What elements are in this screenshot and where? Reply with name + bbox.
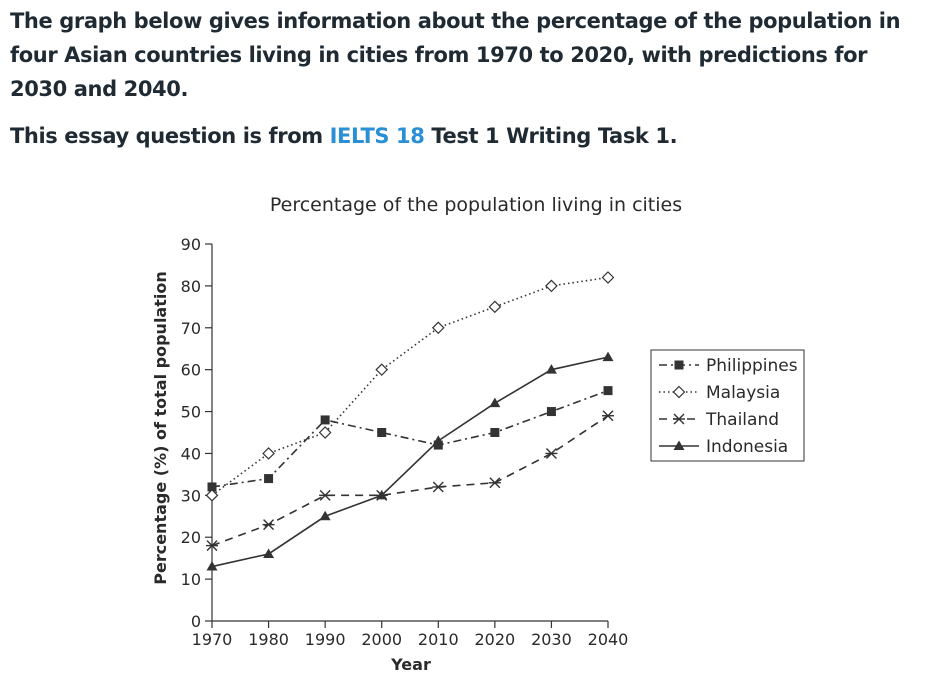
data-point-thailand xyxy=(262,519,275,531)
x-tick-label: 2010 xyxy=(418,630,459,649)
series-line-indonesia xyxy=(211,356,609,568)
data-point-malaysia xyxy=(318,426,332,439)
x-tick-label: 2000 xyxy=(361,630,402,649)
data-point-indonesia xyxy=(376,489,388,500)
y-tick-label: 40 xyxy=(181,444,201,463)
data-point-thailand xyxy=(545,447,558,459)
legend-label: Indonesia xyxy=(706,437,788,457)
x-tick-label: 2020 xyxy=(474,630,515,649)
legend-label: Thailand xyxy=(705,410,779,430)
legend-marker xyxy=(674,360,684,370)
data-point-philippines xyxy=(603,386,613,396)
data-point-malaysia xyxy=(488,300,502,314)
data-point-malaysia xyxy=(601,271,615,284)
data-point-indonesia xyxy=(545,364,557,374)
series-thailand xyxy=(206,410,614,552)
legend-item-indonesia: Indonesia xyxy=(659,437,788,457)
legend-marker xyxy=(673,440,685,450)
y-tick-label: 0 xyxy=(191,612,201,631)
legend-label: Philippines xyxy=(706,356,798,376)
series-line-thailand xyxy=(211,415,609,547)
chart-title: Percentage of the population living in c… xyxy=(270,194,682,216)
source-prefix: This essay question is from xyxy=(10,124,330,148)
y-tick-label: 50 xyxy=(181,403,201,422)
ielts-18-link[interactable]: IELTS 18 xyxy=(329,124,425,148)
y-tick-label: 90 xyxy=(181,235,201,254)
data-point-philippines xyxy=(320,415,330,425)
question-text: The graph below gives information about … xyxy=(10,9,901,101)
data-point-malaysia xyxy=(545,279,558,293)
data-point-indonesia xyxy=(432,435,444,445)
data-point-indonesia xyxy=(602,351,614,362)
source-suffix: Test 1 Writing Task 1. xyxy=(424,124,678,148)
legend-marker xyxy=(673,413,685,425)
data-point-philippines xyxy=(207,482,217,492)
data-point-philippines xyxy=(264,474,274,484)
data-point-philippines xyxy=(377,428,387,437)
legend-item-malaysia: Malaysia xyxy=(659,383,780,403)
data-point-thailand xyxy=(602,410,614,422)
data-point-thailand xyxy=(488,477,501,489)
x-tick-label: 2030 xyxy=(531,630,572,649)
data-point-thailand xyxy=(206,540,218,552)
y-tick-label: 20 xyxy=(181,528,201,547)
source-note: This essay question is from IELTS 18 Tes… xyxy=(10,120,920,152)
series-line-malaysia xyxy=(211,276,609,496)
data-point-philippines xyxy=(546,407,556,417)
legend: Philippines Malaysia Thailand Indonesia xyxy=(650,349,805,462)
y-tick-label: 30 xyxy=(181,486,201,505)
x-tick-label: 2040 xyxy=(588,630,629,649)
y-tick-label: 10 xyxy=(181,570,201,589)
y-tick-label: 60 xyxy=(181,361,201,380)
series-indonesia xyxy=(206,351,614,571)
data-point-indonesia xyxy=(319,510,331,521)
y-axis-label: Percentage (%) of total population xyxy=(151,271,170,585)
series-layer xyxy=(205,271,615,571)
x-tick-label: 1970 xyxy=(192,630,233,649)
legend-item-thailand: Thailand xyxy=(659,410,779,430)
data-point-indonesia xyxy=(263,548,275,558)
line-chart: Percentage of the population living in c… xyxy=(151,194,805,674)
data-point-thailand xyxy=(319,489,332,501)
data-point-philippines xyxy=(490,428,500,437)
data-point-indonesia xyxy=(489,397,501,408)
data-point-malaysia xyxy=(262,447,275,460)
y-tick-label: 80 xyxy=(181,277,201,296)
data-point-malaysia xyxy=(431,321,445,335)
data-point-malaysia xyxy=(375,363,389,377)
data-point-philippines xyxy=(433,440,443,450)
series-malaysia xyxy=(205,271,615,502)
legend-marker xyxy=(672,385,686,399)
data-point-indonesia xyxy=(206,561,218,571)
x-tick-label: 1980 xyxy=(248,630,289,649)
y-tick-label: 70 xyxy=(181,319,201,338)
x-axis-label: Year xyxy=(390,655,431,674)
legend-item-philippines: Philippines xyxy=(659,356,798,376)
series-line-philippines xyxy=(211,389,609,488)
legend-label: Malaysia xyxy=(706,383,780,403)
x-tick-label: 1990 xyxy=(305,630,346,649)
data-point-thailand xyxy=(432,481,445,493)
data-point-malaysia xyxy=(205,488,219,502)
series-philippines xyxy=(207,386,613,492)
